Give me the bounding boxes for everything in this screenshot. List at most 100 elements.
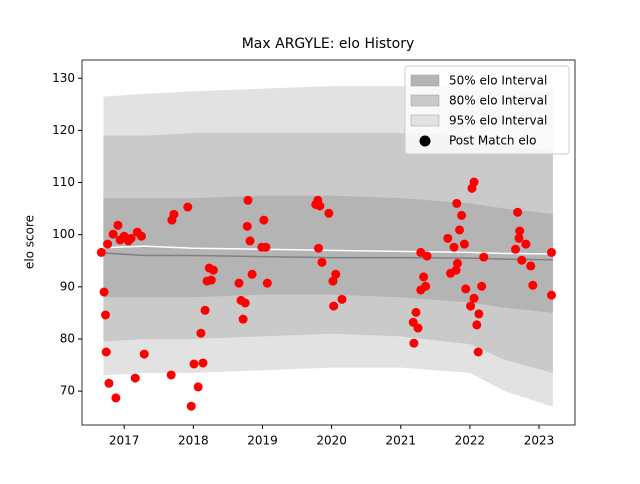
post-match-point [101,347,111,357]
post-match-point [315,201,325,211]
post-match-point [324,208,334,218]
post-match-point [104,378,114,388]
post-match-point [193,382,203,392]
post-match-point [413,323,423,333]
post-match-point [449,242,459,252]
x-tick-label: 2017 [109,434,140,448]
post-match-point [200,305,210,315]
y-tick-label: 100 [52,227,75,241]
post-match-point [411,307,421,317]
x-tick-label: 2021 [385,434,416,448]
post-match-point [443,233,453,243]
post-match-point [317,257,327,267]
y-tick-label: 80 [60,331,75,345]
post-match-point [328,276,338,286]
post-match-point [247,269,257,279]
post-match-point [546,290,556,300]
post-match-point [196,328,206,338]
mean-line [103,245,553,255]
y-axis-label: elo score [23,215,37,269]
post-match-point [169,209,179,219]
post-match-point [546,247,556,257]
post-match-point [473,347,483,357]
post-match-point [455,225,465,235]
post-match-point [469,177,479,187]
x-tick-label: 2018 [178,434,209,448]
post-match-point [103,239,113,249]
post-match-point [517,255,527,265]
legend-swatch [410,114,440,127]
post-match-point [329,301,339,311]
legend-label: Post Match elo [449,134,536,148]
post-match-point [99,287,109,297]
post-match-point [421,281,431,291]
post-match-point [186,401,196,411]
post-match-point [337,294,347,304]
post-match-point [511,244,521,254]
post-match-point [528,280,538,290]
y-tick-label: 120 [52,123,75,137]
y-tick-label: 90 [60,279,75,293]
interval-band [103,195,553,313]
post-match-point [459,239,469,249]
post-match-point [240,298,250,308]
post-match-point [452,198,462,208]
post-match-point [416,247,426,257]
post-match-point [461,284,471,294]
post-match-point [452,258,462,268]
post-match-point [419,272,429,282]
x-tick-label: 2023 [524,434,555,448]
y-tick-label: 70 [60,384,75,398]
chart-title: Max ARGYLE: elo History [242,36,415,52]
post-match-point [166,370,176,380]
post-match-point [242,221,252,231]
post-match-point [477,281,487,291]
post-match-point [126,233,136,243]
post-match-point [261,242,271,252]
legend-box [404,65,570,155]
post-match-point [259,215,269,225]
post-match-point [409,338,419,348]
post-match-point [451,265,461,275]
post-match-point [108,229,118,239]
post-match-point [515,226,525,236]
post-match-point [243,195,253,205]
post-match-point [206,275,216,285]
post-match-point [466,301,476,311]
post-match-point [457,210,467,220]
post-match-point [469,293,479,303]
post-match-point [113,220,123,230]
post-match-point [208,265,218,275]
post-match-point [513,207,523,217]
post-match-point [331,269,341,279]
post-match-point [101,310,111,320]
post-match-point [479,252,489,262]
post-match-point [514,233,524,243]
post-match-point [234,278,244,288]
legend-marker [419,135,431,147]
post-match-point [139,349,149,359]
mean-line [103,252,553,261]
y-tick-label: 110 [52,175,75,189]
post-match-point [198,358,208,368]
x-tick-label: 2019 [247,434,278,448]
post-match-point [313,243,323,253]
post-match-point [262,278,272,288]
legend-label: 95% elo Interval [449,114,547,128]
legend-swatch [410,74,440,87]
post-match-point [183,202,193,212]
x-tick-label: 2022 [455,434,486,448]
post-match-point [245,236,255,246]
y-tick-label: 130 [52,71,75,85]
post-match-point [238,314,248,324]
post-match-point [526,261,536,271]
legend-label: 50% elo Interval [449,74,547,88]
x-tick-label: 2020 [316,434,347,448]
post-match-point [111,393,121,403]
legend-label: 80% elo Interval [449,94,547,108]
post-match-point [189,359,199,369]
plot-frame [81,59,576,426]
legend-swatch [410,94,440,107]
post-match-point [130,373,140,383]
